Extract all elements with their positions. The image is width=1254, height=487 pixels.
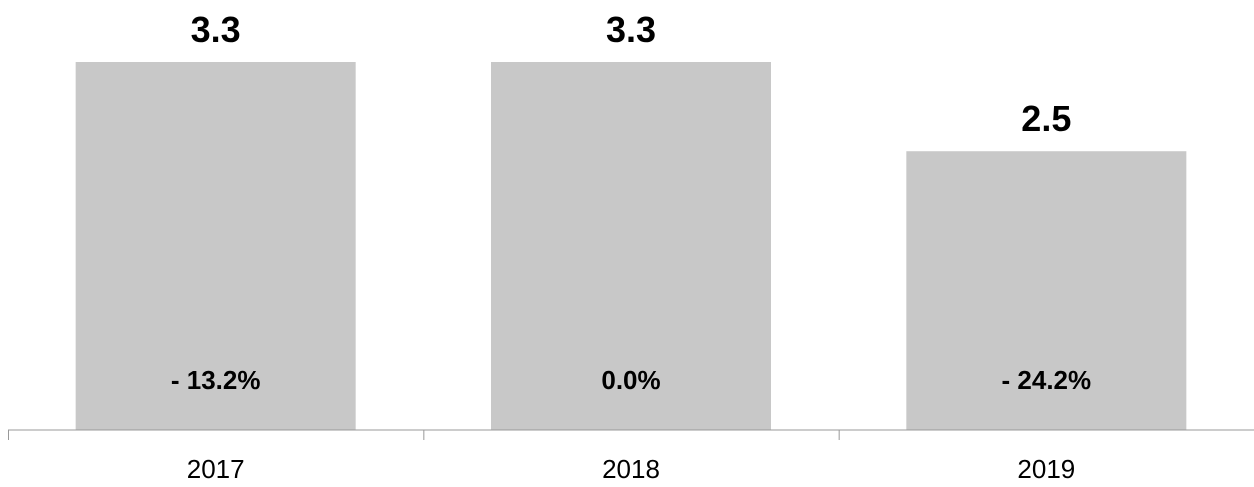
bars-group bbox=[75, 62, 1187, 430]
value-label-2018: 3.3 bbox=[606, 9, 656, 50]
labels-group: 3.3 - 13.2% 3.3 0.0% 2.5 - 24.2% bbox=[171, 9, 1091, 395]
value-label-2017: 3.3 bbox=[191, 9, 241, 50]
x-axis: 2017 2018 2019 bbox=[8, 429, 1254, 484]
bar-2018 bbox=[491, 62, 771, 430]
change-label-2019: - 24.2% bbox=[1002, 365, 1092, 395]
bar-2017 bbox=[75, 62, 356, 430]
x-tick-label-2019: 2019 bbox=[1017, 454, 1075, 484]
value-label-2019: 2.5 bbox=[1021, 98, 1071, 139]
bar-2019 bbox=[906, 151, 1187, 430]
change-label-2017: - 13.2% bbox=[171, 365, 261, 395]
change-label-2018: 0.0% bbox=[601, 365, 660, 395]
x-tick-label-2017: 2017 bbox=[187, 454, 245, 484]
x-tick-label-2018: 2018 bbox=[602, 454, 660, 484]
